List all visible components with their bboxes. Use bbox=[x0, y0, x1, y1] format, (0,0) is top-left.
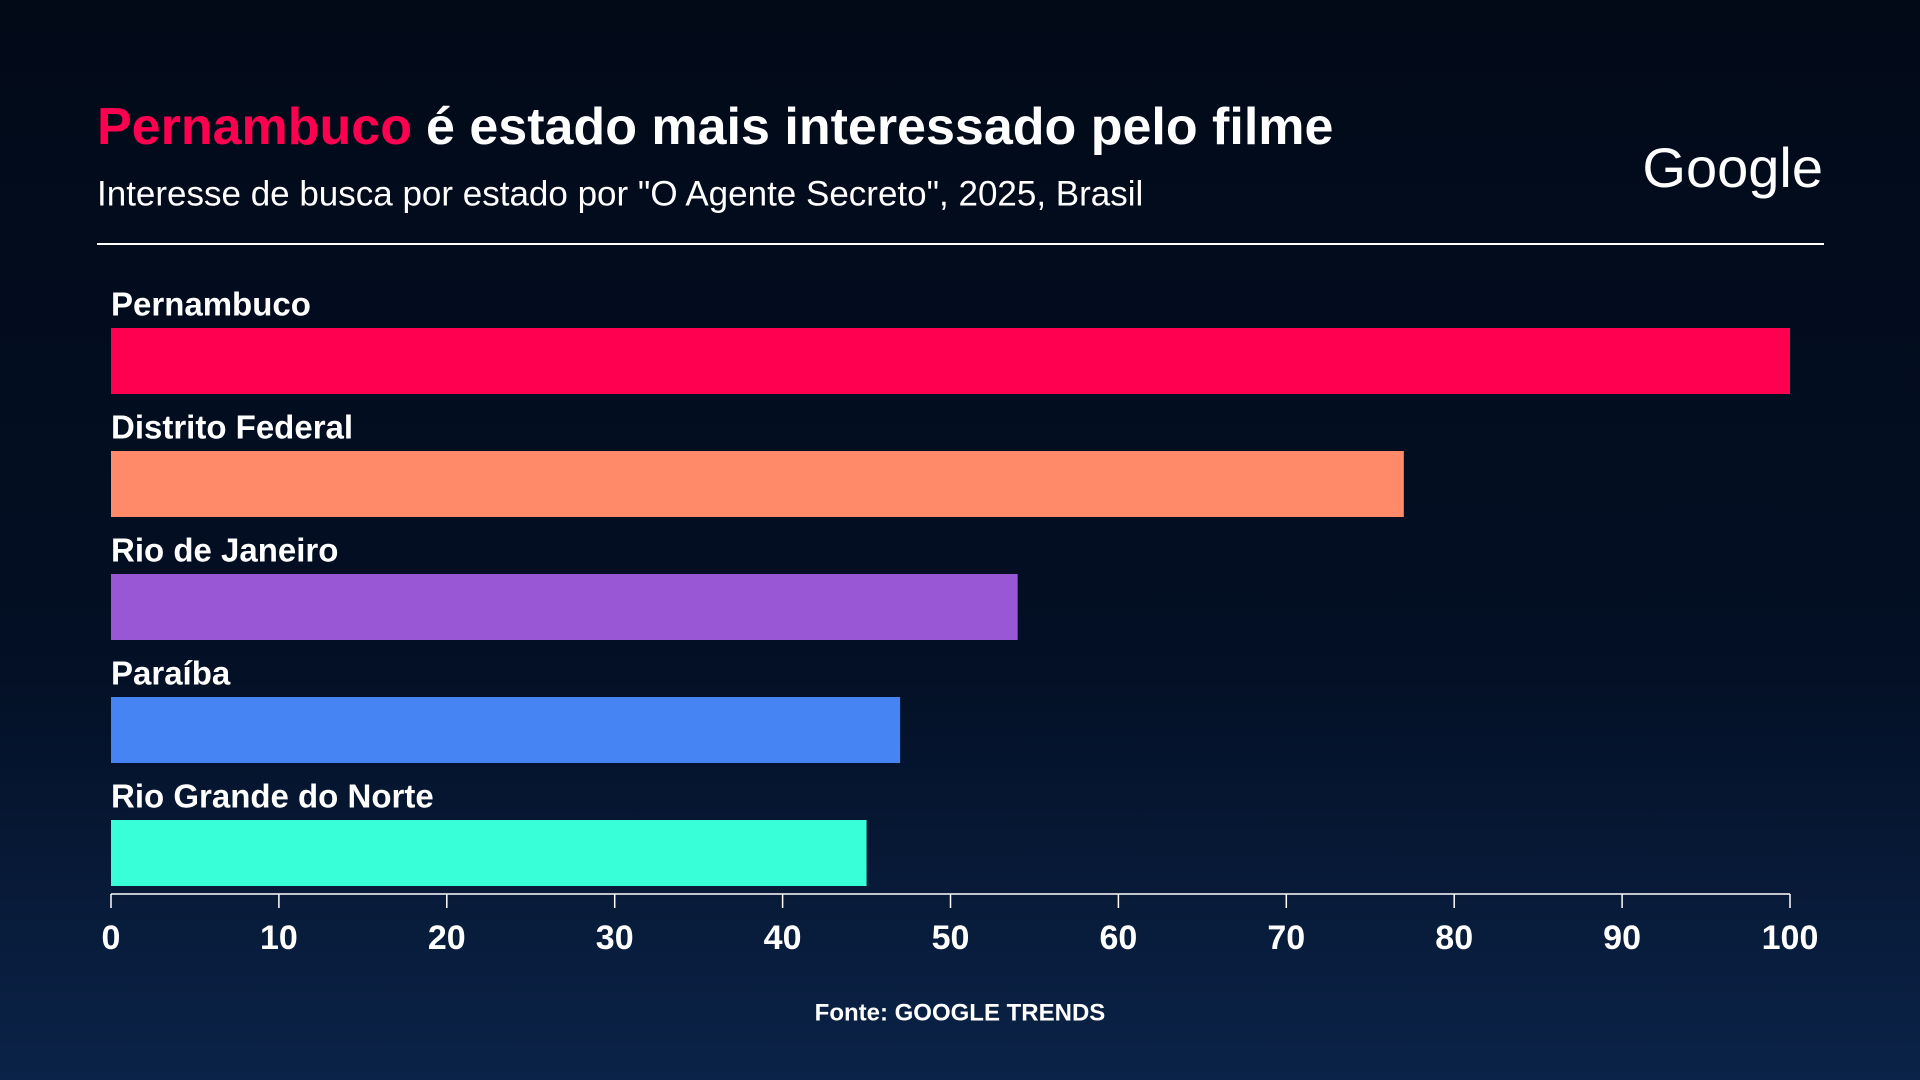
bar bbox=[111, 820, 867, 886]
x-tick-label: 90 bbox=[1603, 919, 1641, 957]
category-label: Pernambuco bbox=[111, 286, 311, 323]
category-label: Distrito Federal bbox=[111, 409, 353, 446]
category-label: Paraíba bbox=[111, 655, 231, 692]
x-tick-label: 100 bbox=[1762, 919, 1819, 957]
x-tick-label: 20 bbox=[428, 919, 466, 957]
bar bbox=[111, 451, 1404, 517]
bar bbox=[111, 697, 901, 763]
logo: Google bbox=[1642, 136, 1823, 199]
x-tick-label: 10 bbox=[260, 919, 298, 957]
title-rest: é estado mais interessado pelo filme bbox=[426, 98, 1333, 156]
x-tick-label: 40 bbox=[764, 919, 802, 957]
x-tick-label: 60 bbox=[1099, 919, 1137, 957]
x-tick-label: 80 bbox=[1435, 919, 1473, 957]
x-tick-label: 0 bbox=[102, 919, 121, 957]
title-highlight: Pernambuco bbox=[97, 98, 412, 156]
bar bbox=[111, 574, 1018, 640]
category-label: Rio Grande do Norte bbox=[111, 778, 434, 815]
chart-subtitle: Interesse de busca por estado por "O Age… bbox=[97, 174, 1143, 213]
x-tick-label: 50 bbox=[932, 919, 970, 957]
category-label: Rio de Janeiro bbox=[111, 532, 338, 569]
x-tick-label: 70 bbox=[1267, 919, 1305, 957]
bar bbox=[111, 328, 1790, 394]
source: Fonte: GOOGLE TRENDS bbox=[815, 999, 1106, 1026]
x-tick-label: 30 bbox=[596, 919, 634, 957]
chart-title: Pernambuco é estado mais interessado pelo… bbox=[97, 98, 1333, 156]
